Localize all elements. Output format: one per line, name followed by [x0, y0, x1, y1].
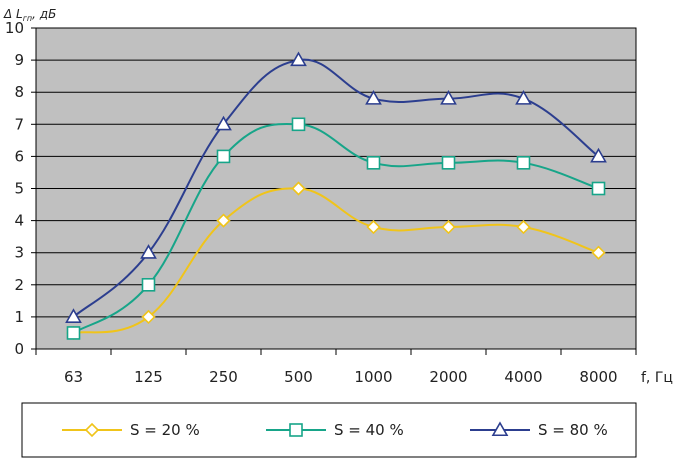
series-2-point-63: [66, 326, 81, 340]
series-1-point-1000: [366, 219, 381, 235]
y-tick-label-1: 1: [14, 308, 24, 326]
plot-area: [35, 27, 637, 350]
y-tick-label-9: 9: [14, 51, 24, 69]
y-axis-label: Δ Lгп, дБ: [3, 7, 56, 23]
legend-label-1: S = 20 %: [130, 421, 200, 439]
x-tick-label-4000: 4000: [504, 368, 542, 386]
series-3-point-500: [290, 51, 307, 67]
legend-marker-3: [491, 421, 509, 437]
series-2-point-8000: [591, 181, 606, 196]
y-tick-label-8: 8: [14, 83, 24, 101]
series-1-point-8000: [591, 245, 606, 260]
series-2-point-1000: [366, 156, 381, 170]
series-1-point-2000: [441, 219, 456, 235]
series-3-point-8000: [590, 147, 607, 163]
legend-item-2: S = 40 %: [266, 421, 404, 439]
y-tick-label-0: 0: [14, 340, 24, 358]
series-1-point-125: [141, 309, 156, 325]
legend-item-1: S = 20 %: [62, 421, 200, 439]
x-tick-label-8000: 8000: [579, 368, 617, 386]
legend-box: [21, 402, 637, 458]
x-tick-label-63: 63: [64, 368, 83, 386]
y-tick-label-2: 2: [14, 276, 24, 294]
series-2: [66, 117, 606, 340]
series-3-point-1000: [365, 90, 382, 105]
series-2-point-250: [216, 149, 231, 164]
series-3-point-63: [65, 308, 82, 323]
series-1-point-250: [216, 213, 231, 228]
axes: 0 1 2 3 4 5 6 7 8 9 10 63 125 250 500 1000 2000 4000 8000: [5, 19, 637, 386]
legend-marker-1: [84, 422, 100, 438]
series-3-point-250: [215, 115, 232, 131]
series-layer: [65, 51, 607, 341]
series-3: [65, 51, 607, 323]
y-tick-label-4: 4: [14, 212, 24, 230]
series-3-point-4000: [515, 90, 532, 105]
y-tick-label-6: 6: [14, 147, 24, 165]
x-tick-label-2000: 2000: [429, 368, 467, 386]
series-line-1: [73, 187, 599, 334]
legend-label-3: S = 80 %: [538, 421, 608, 439]
x-tick-label-500: 500: [284, 368, 313, 386]
series-2-point-4000: [516, 156, 531, 170]
series-2-point-2000: [441, 156, 456, 170]
y-tick-label-10: 10: [5, 19, 24, 37]
y-tick-label-7: 7: [14, 115, 24, 133]
legend: S = 20 % S = 40 % S = 80 %: [21, 402, 637, 458]
series-3-point-2000: [440, 90, 457, 105]
series-2-point-500: [291, 117, 306, 132]
series-1-point-4000: [516, 219, 531, 235]
y-tick-label-5: 5: [14, 180, 24, 198]
legend-label-2: S = 40 %: [334, 421, 404, 439]
legend-item-3: S = 80 %: [470, 421, 608, 439]
series-line-3: [72, 58, 600, 318]
series-1-point-500: [291, 181, 306, 196]
y-tick-label-3: 3: [14, 244, 24, 262]
series-3-point-125: [140, 244, 157, 259]
x-tick-label-1000: 1000: [354, 368, 392, 386]
x-axis-label: f, Гц: [641, 370, 673, 386]
x-tick-label-250: 250: [209, 368, 238, 386]
x-tick-label-125: 125: [134, 368, 163, 386]
legend-marker-2: [289, 423, 303, 437]
series-line-2: [72, 123, 599, 334]
series-2-point-125: [141, 277, 156, 292]
